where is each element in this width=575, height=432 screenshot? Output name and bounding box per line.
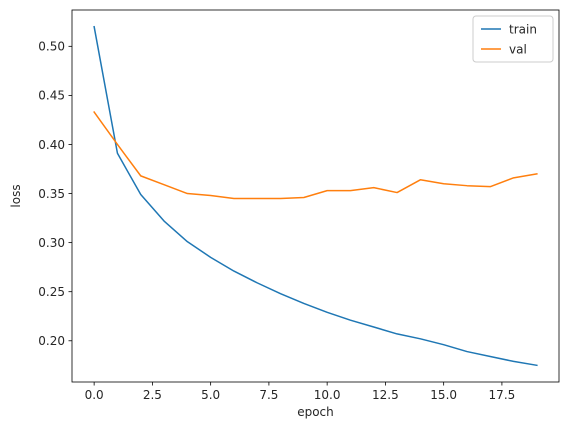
y-tick-label: 0.25 [38,285,65,299]
x-axis-ticks: 0.0 2.5 5.0 7.5 10.0 12.5 15.0 17.5 [85,382,516,402]
y-tick-label: 0.45 [38,89,65,103]
axes-frame [71,9,560,383]
x-tick-label: 17.5 [489,388,516,402]
x-axis-label: epoch [297,405,334,419]
legend-label-val: val [509,42,527,56]
series-line-val [93,111,538,200]
y-tick-label: 0.40 [38,138,65,152]
y-axis-label: loss [9,184,23,207]
x-tick-label: 7.5 [259,388,278,402]
legend-label-train: train [509,22,537,36]
legend-box [472,15,554,63]
legend: train val [472,15,554,63]
x-tick-label: 10.0 [314,388,341,402]
x-tick-label: 2.5 [143,388,162,402]
series-line-train [93,25,538,367]
y-axis-ticks: 0.20 0.25 0.30 0.35 0.40 0.45 0.50 [38,40,72,348]
y-tick-label: 0.50 [38,40,65,54]
y-tick-label: 0.35 [38,187,65,201]
x-tick-label: 12.5 [372,388,399,402]
y-tick-label: 0.20 [38,334,65,348]
x-tick-label: 0.0 [85,388,104,402]
x-tick-label: 15.0 [430,388,457,402]
series-lines [93,25,538,367]
x-tick-label: 5.0 [201,388,220,402]
y-tick-label: 0.30 [38,236,65,250]
